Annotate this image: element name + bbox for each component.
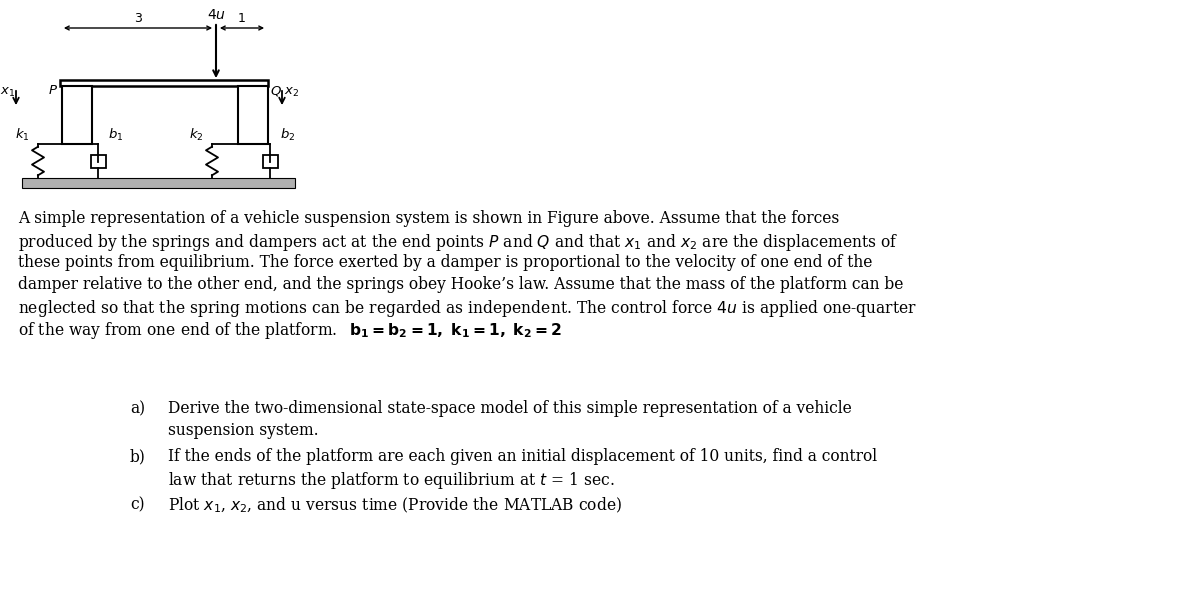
Text: $k_1$: $k_1$ [14, 127, 29, 143]
Text: $4u$: $4u$ [206, 8, 226, 22]
Text: b): b) [130, 448, 146, 465]
Bar [62, 86, 92, 144]
Text: neglected so that the spring motions can be regarded as independent. The control: neglected so that the spring motions can… [18, 298, 917, 319]
Text: Derive the two-dimensional state-space model of this simple representation of a : Derive the two-dimensional state-space m… [168, 400, 852, 417]
Text: suspension system.: suspension system. [168, 422, 319, 439]
Text: c): c) [130, 496, 145, 513]
Text: damper relative to the other end, and the springs obey Hooke’s law. Assume that : damper relative to the other end, and th… [18, 276, 904, 293]
Text: $k_2$: $k_2$ [188, 127, 203, 143]
Text: law that returns the platform to equilibrium at $t$ = 1 sec.: law that returns the platform to equilib… [168, 470, 614, 491]
Text: these points from equilibrium. The force exerted by a damper is proportional to : these points from equilibrium. The force… [18, 254, 872, 271]
Text: If the ends of the platform are each given an initial displacement of 10 units, : If the ends of the platform are each giv… [168, 448, 877, 465]
Text: A simple representation of a vehicle suspension system is shown in Figure above.: A simple representation of a vehicle sus… [18, 210, 839, 227]
Text: 1: 1 [238, 12, 246, 25]
Text: $b_1$: $b_1$ [108, 127, 124, 143]
Text: $P$: $P$ [48, 84, 58, 97]
Text: 3: 3 [134, 12, 142, 25]
Text: produced by the springs and dampers act at the end points $P$ and $Q$ and that $: produced by the springs and dampers act … [18, 232, 899, 253]
Bar [90, 155, 106, 168]
Text: $Q$: $Q$ [270, 84, 282, 98]
Bar [263, 155, 277, 168]
Text: $b_2$: $b_2$ [281, 127, 295, 143]
Bar [22, 178, 295, 188]
Text: of the way from one end of the platform.  $\mathbf{b_1 =b_2 =1, \ k_1 =1, \ k_2 : of the way from one end of the platform.… [18, 320, 562, 341]
Text: $x_1$: $x_1$ [0, 86, 14, 99]
Bar [60, 80, 268, 86]
Text: Plot $x_1$, $x_2$, and u versus time (Provide the MATLAB code): Plot $x_1$, $x_2$, and u versus time (Pr… [168, 496, 622, 516]
Text: $x_2$: $x_2$ [284, 86, 299, 99]
Bar [238, 86, 268, 144]
Text: a): a) [130, 400, 145, 417]
